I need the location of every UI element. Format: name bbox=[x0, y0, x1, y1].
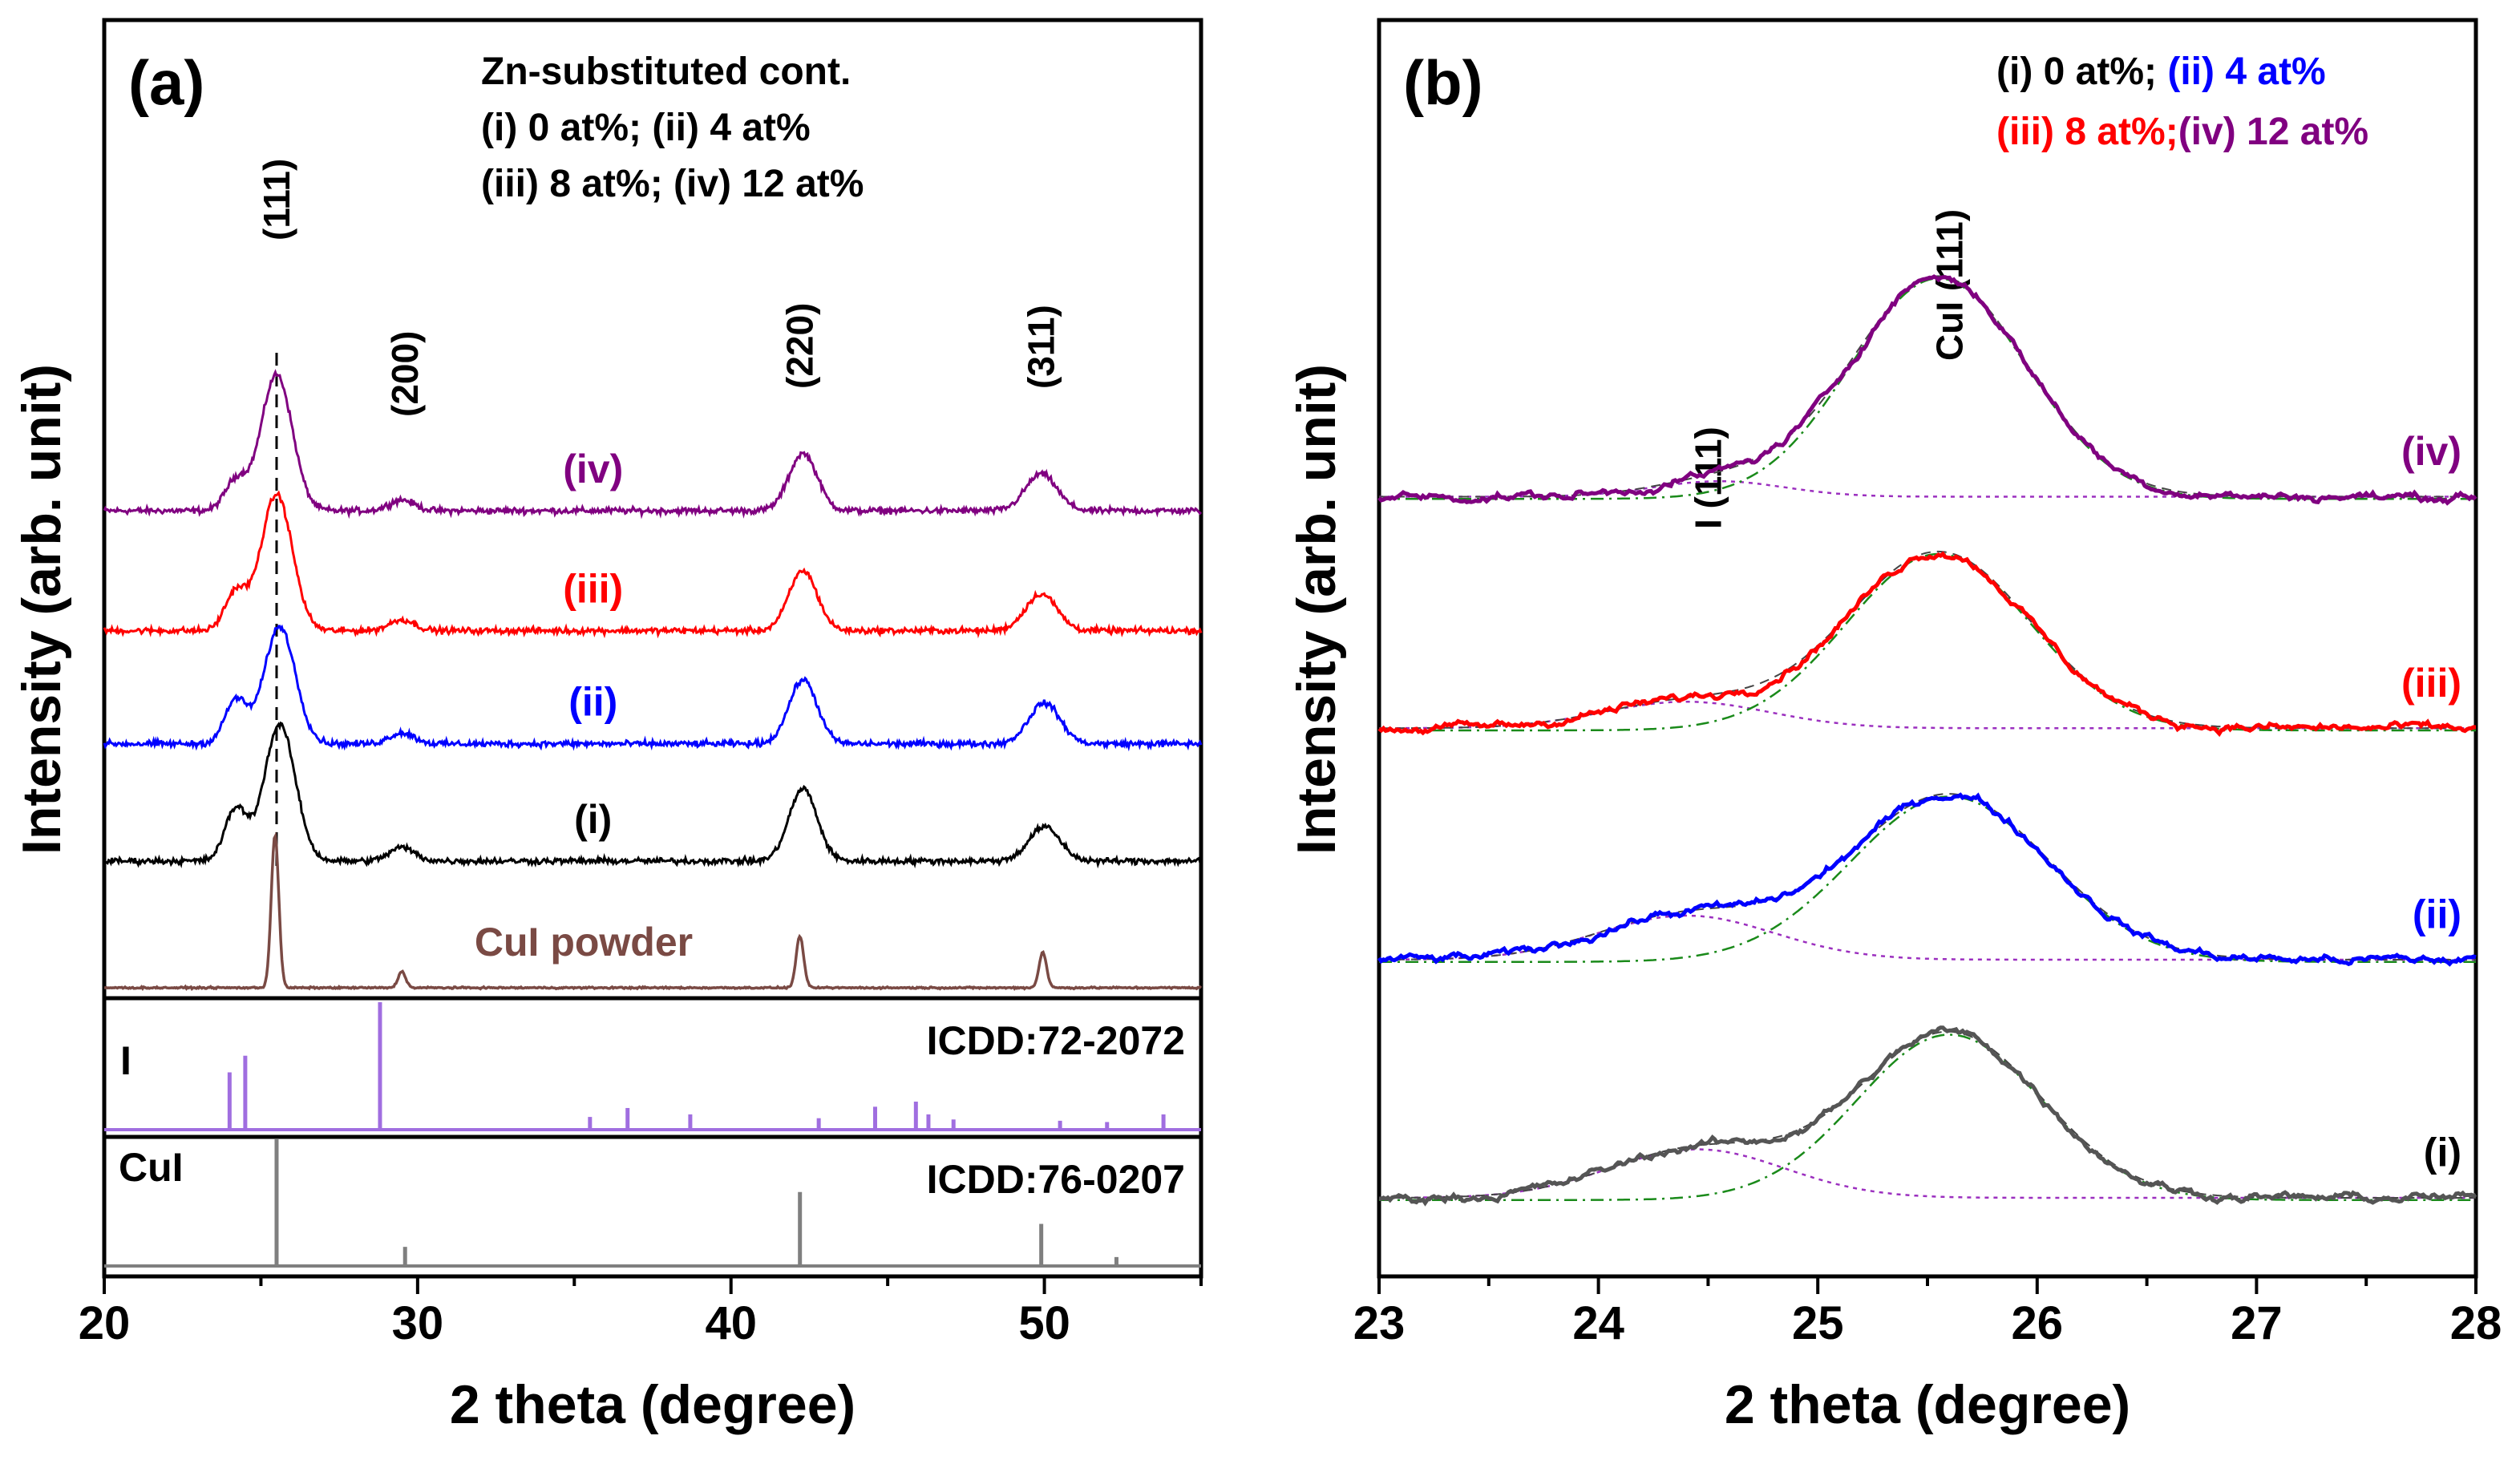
x-tick-label-b-4: 27 bbox=[2231, 1297, 2283, 1349]
peak-label-a-0: (111) bbox=[256, 159, 297, 241]
panel-a-x-axis-label: 2 theta (degree) bbox=[450, 1374, 856, 1435]
fit-total-iv bbox=[1379, 275, 2476, 498]
curve-label-b-iv: (iv) bbox=[2401, 429, 2461, 474]
curve-b-iv bbox=[1377, 274, 2478, 506]
panel-b-legend-line2: (iii) 8 at%;(iv) 12 at% bbox=[1996, 111, 2368, 153]
fit-side-iv bbox=[1379, 480, 2476, 498]
fit-side-i bbox=[1379, 1148, 2476, 1199]
panel-b-label: (b) bbox=[1403, 47, 1483, 118]
panel-b-curve-labels: (iv) (iii) (ii) (i) bbox=[2401, 429, 2461, 1175]
curve-label-b-ii: (ii) bbox=[2413, 892, 2461, 937]
ref-iodine-label: I bbox=[120, 1038, 131, 1083]
x-tick-label-a-0: 20 bbox=[79, 1297, 131, 1349]
panel-a-x-ticks: 20 30 40 50 bbox=[79, 1276, 1203, 1349]
curve-b-ii bbox=[1377, 792, 2477, 967]
fit-main-i bbox=[1379, 1033, 2476, 1201]
panel-a-legend-line1: (i) 0 at%; (ii) 4 at% bbox=[481, 107, 811, 149]
curve-b-i bbox=[1378, 1025, 2478, 1207]
x-tick-label-a-3: 50 bbox=[1018, 1297, 1070, 1349]
curve-label-a-iv: (iv) bbox=[563, 447, 623, 491]
peak-label-a-2: (220) bbox=[779, 303, 821, 389]
x-tick-label-b-5: 28 bbox=[2450, 1297, 2502, 1349]
panel-b-fit-curves bbox=[1379, 275, 2476, 1201]
peak-label-a-3: (311) bbox=[1021, 305, 1062, 389]
peak-label-a-1: (200) bbox=[384, 331, 426, 417]
curve-a-cui_powder bbox=[103, 831, 1203, 992]
x-tick-label-b-0: 23 bbox=[1353, 1297, 1406, 1349]
curve-a-i bbox=[103, 721, 1203, 869]
panel-a-legend-line2: (iii) 8 at%; (iv) 12 at% bbox=[481, 163, 864, 205]
curve-label-a-cui_powder: CuI powder bbox=[475, 920, 693, 965]
fit-total-i bbox=[1379, 1030, 2476, 1199]
x-tick-label-b-2: 25 bbox=[1792, 1297, 1844, 1349]
fit-side-ii bbox=[1379, 914, 2476, 961]
x-tick-label-b-1: 24 bbox=[1572, 1297, 1624, 1349]
panel-a-peak-labels: (111) (200) (220) (311) bbox=[256, 159, 1062, 417]
panel-a-label: (a) bbox=[128, 47, 204, 118]
curve-label-a-i: (i) bbox=[574, 797, 612, 842]
curve-label-a-iii: (iii) bbox=[563, 567, 623, 612]
ref-iodine-card: ICDD:72-2072 bbox=[927, 1018, 1185, 1063]
curve-a-ii bbox=[103, 624, 1203, 752]
x-tick-label-a-2: 40 bbox=[705, 1297, 757, 1349]
fit-total-ii bbox=[1379, 793, 2476, 961]
ref-cui-label: CuI bbox=[119, 1145, 184, 1190]
x-tick-label-a-1: 30 bbox=[392, 1297, 444, 1349]
legend-b-iii: (iii) 8 at%; bbox=[1996, 111, 2178, 153]
panel-b-legend-line1: (i) 0 at%; (ii) 4 at% bbox=[1996, 51, 2326, 93]
panel-b-x-ticks: 23 24 25 26 27 28 bbox=[1353, 1276, 2502, 1349]
panel-a-curve-labels: (iv) (iii) (ii) (i) CuI powder bbox=[475, 447, 693, 965]
panel-a-y-axis-label: Intensity (arb. unit) bbox=[11, 364, 72, 855]
panel-b-frame bbox=[1377, 18, 2478, 1279]
panel-a-reference-sticks bbox=[104, 1002, 1201, 1268]
panel-b-y-axis-label: Intensity (arb. unit) bbox=[1286, 364, 1347, 855]
peak-label-b-0: I (111) bbox=[1687, 427, 1729, 529]
fit-main-ii bbox=[1379, 795, 2476, 963]
panel-b-peak-labels: I (111)CuI (111) bbox=[1687, 209, 1970, 529]
panel-a: (a) Zn-substituted cont. (i) 0 at%; (ii)… bbox=[11, 18, 1203, 1435]
ref-cui-card: ICDD:76-0207 bbox=[927, 1157, 1185, 1202]
panel-b-curves bbox=[1377, 274, 2478, 1207]
panel-b: (b) (i) 0 at%; (ii) 4 at% (iii) 8 at%;(i… bbox=[1286, 18, 2502, 1435]
legend-b-ii: (ii) 4 at% bbox=[2167, 51, 2325, 93]
fit-main-iv bbox=[1379, 277, 2476, 500]
legend-b-i: (i) 0 at%; bbox=[1996, 51, 2157, 93]
panel-a-frame bbox=[102, 18, 1203, 1279]
curve-b-iii bbox=[1377, 551, 2477, 738]
curve-a-iv bbox=[103, 369, 1203, 520]
curve-label-b-iii: (iii) bbox=[2401, 661, 2461, 706]
curve-label-b-i: (i) bbox=[2424, 1130, 2461, 1175]
fit-total-iii bbox=[1379, 550, 2476, 730]
panel-a-legend-title: Zn-substituted cont. bbox=[481, 51, 851, 93]
fit-main-iii bbox=[1379, 552, 2476, 732]
panel-a-curves bbox=[103, 369, 1203, 992]
legend-b-iv: (iv) 12 at% bbox=[2178, 111, 2368, 153]
panel-b-x-axis-label: 2 theta (degree) bbox=[1725, 1374, 2130, 1435]
x-tick-label-b-3: 26 bbox=[2012, 1297, 2064, 1349]
curve-a-iii bbox=[103, 490, 1203, 639]
curve-label-a-ii: (ii) bbox=[568, 680, 617, 725]
